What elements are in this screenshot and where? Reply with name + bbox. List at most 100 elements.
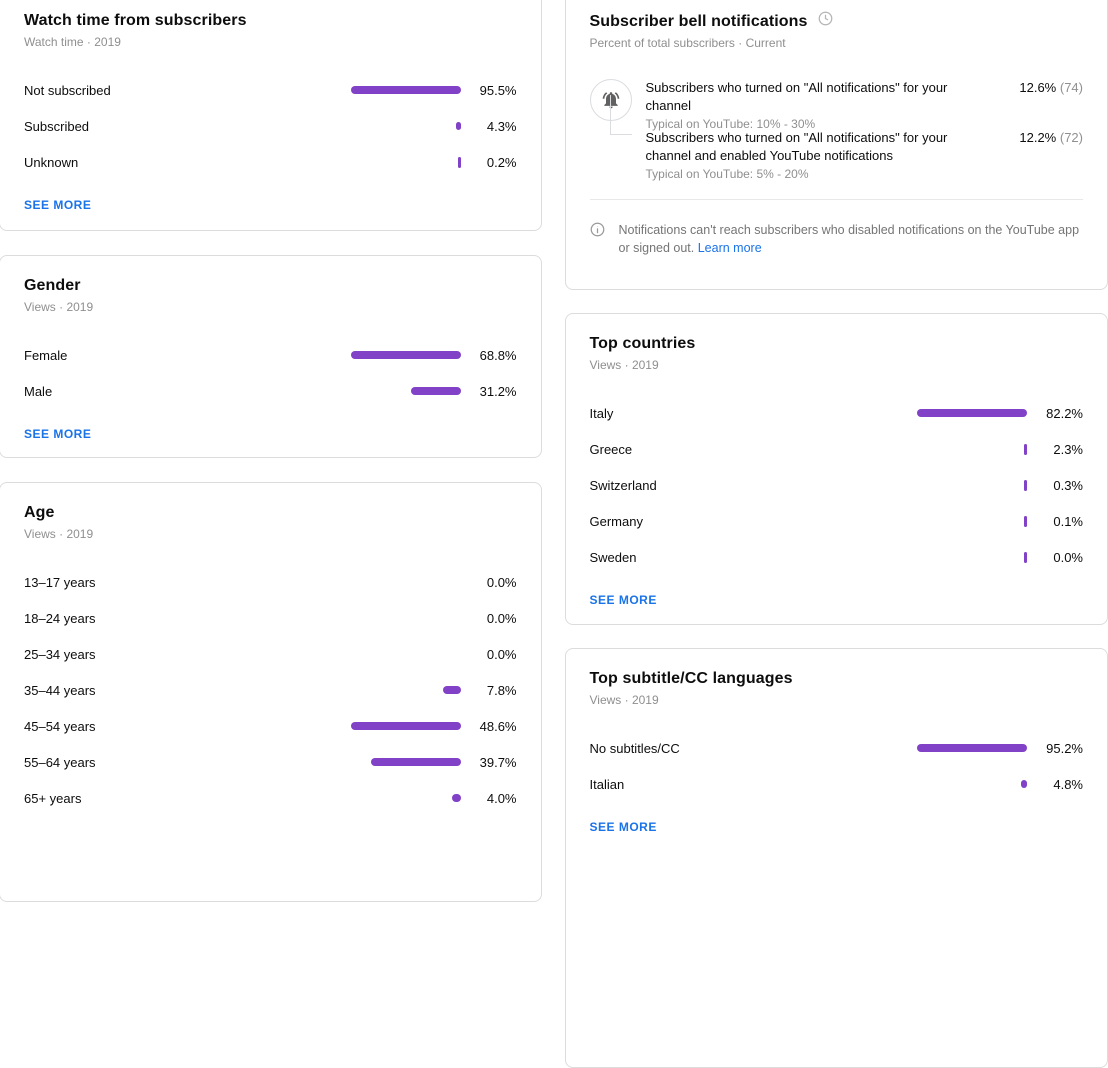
stat-row-bar-area [917,744,1027,752]
stat-bar [917,744,1027,752]
stat-row-value: 7.8% [461,683,517,698]
left-column: Watch time from subscribers Watch time ·… [0,0,542,1068]
card-title: Gender [24,276,517,296]
stat-row: 13–17 years 0.0% [24,564,517,600]
stat-row-label: Sweden [590,550,918,565]
divider [590,199,1084,200]
stat-row-label: Italy [590,406,918,421]
clock-icon [818,11,833,32]
stat-row-bar-area [351,351,461,359]
card-title: Top subtitle/CC languages [590,669,1084,689]
bell-metric-label: Subscribers who turned on "All notificat… [646,129,972,165]
see-more-link[interactable]: SEE MORE [24,427,91,441]
bell-metric-label: Subscribers who turned on "All notificat… [646,79,972,115]
stat-row-label: 45–54 years [24,719,351,734]
bell-metric-percent: 12.2% [1019,130,1056,145]
stat-row-bar-area [351,387,461,395]
stat-row-bar-area [351,686,461,694]
stat-row-bar-area [917,444,1027,455]
stat-bar [452,794,461,802]
stat-row-bar-area [351,86,461,94]
cc-rows: No subtitles/CC 95.2% Italian 4.8% [590,730,1084,802]
stat-row-label: No subtitles/CC [590,741,918,756]
bell-metric-text: Subscribers who turned on "All notificat… [646,129,992,183]
stat-bar [917,409,1027,417]
info-icon [590,222,605,257]
stat-row-label: 35–44 years [24,683,351,698]
stat-row-bar-area [917,516,1027,527]
stat-row-value: 82.2% [1027,406,1083,421]
stat-row-label: 65+ years [24,791,351,806]
stat-row-value: 39.7% [461,755,517,770]
stat-row-value: 0.0% [461,647,517,662]
stat-row-label: 18–24 years [24,611,351,626]
see-more-link[interactable]: SEE MORE [590,593,657,607]
stat-row-value: 0.2% [461,155,517,170]
stat-row-label: Not subscribed [24,83,351,98]
stat-bar [411,387,461,395]
card-subtitle: Percent of total subscribers · Current [590,35,1084,51]
see-more-link[interactable]: SEE MORE [24,198,91,212]
stat-row-value: 4.8% [1027,777,1083,792]
age-rows: 13–17 years 0.0% 18–24 years 0.0% 25–34 year… [24,564,517,816]
bell-metric-value: 12.6% (74) [991,79,1083,97]
see-more-link[interactable]: SEE MORE [590,820,657,834]
bell-metric-text: Subscribers who turned on "All notificat… [646,79,992,133]
stat-bar [443,686,461,694]
note-text: Notifications can't reach subscribers wh… [619,221,1084,257]
card-subtitle: Views · 2019 [24,526,517,542]
stat-row-label: Male [24,384,351,399]
note-body: Notifications can't reach subscribers wh… [619,223,1080,255]
stat-row-value: 0.0% [461,611,517,626]
stat-row: Italy 82.2% [590,395,1084,431]
stat-row-label: 25–34 years [24,647,351,662]
stat-row: Not subscribed 95.5% [24,72,517,108]
stat-row-label: Switzerland [590,478,918,493]
stat-row: 18–24 years 0.0% [24,600,517,636]
stat-row-value: 2.3% [1027,442,1083,457]
stat-row-label: Greece [590,442,918,457]
bell-metrics: Subscribers who turned on "All notificat… [590,79,1084,183]
stat-row-label: Female [24,348,351,363]
notifications-note: Notifications can't reach subscribers wh… [590,221,1084,257]
stat-row-value: 95.5% [461,83,517,98]
bell-connector-column [590,111,632,135]
card-title-text: Subscriber bell notifications [590,12,808,32]
learn-more-link[interactable]: Learn more [698,241,762,255]
stat-bar [351,722,461,730]
stat-row-bar-area [351,758,461,766]
card-subtitle: Views · 2019 [24,299,517,315]
bell-metric-value: 12.2% (72) [991,129,1083,147]
stat-row-bar-area [917,552,1027,563]
stat-row-bar-area [917,480,1027,491]
stat-row-value: 0.0% [1027,550,1083,565]
stat-row-label: Unknown [24,155,351,170]
stat-bar [351,86,461,94]
stat-row-bar-area [351,794,461,802]
stat-row-label: Italian [590,777,918,792]
stat-row: Unknown 0.2% [24,144,517,180]
card-top-subtitle-cc-languages: Top subtitle/CC languages Views · 2019 N… [565,648,1108,1068]
stat-row-value: 95.2% [1027,741,1083,756]
card-subtitle: Views · 2019 [590,357,1084,373]
stat-row: Italian 4.8% [590,766,1084,802]
stat-row-value: 0.0% [461,575,517,590]
stat-row-label: 13–17 years [24,575,351,590]
stat-row-bar-area [351,157,461,168]
card-title: Age [24,503,517,523]
stat-row-bar-area [351,722,461,730]
stat-row: No subtitles/CC 95.2% [590,730,1084,766]
card-subtitle: Views · 2019 [590,692,1084,708]
stat-row: Greece 2.3% [590,431,1084,467]
bell-metric-typical: Typical on YouTube: 5% - 20% [646,165,972,183]
